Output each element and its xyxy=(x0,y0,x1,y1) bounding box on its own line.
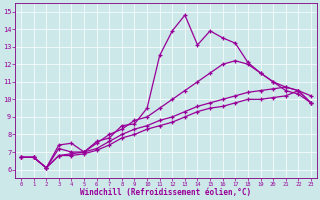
X-axis label: Windchill (Refroidissement éolien,°C): Windchill (Refroidissement éolien,°C) xyxy=(80,188,252,197)
